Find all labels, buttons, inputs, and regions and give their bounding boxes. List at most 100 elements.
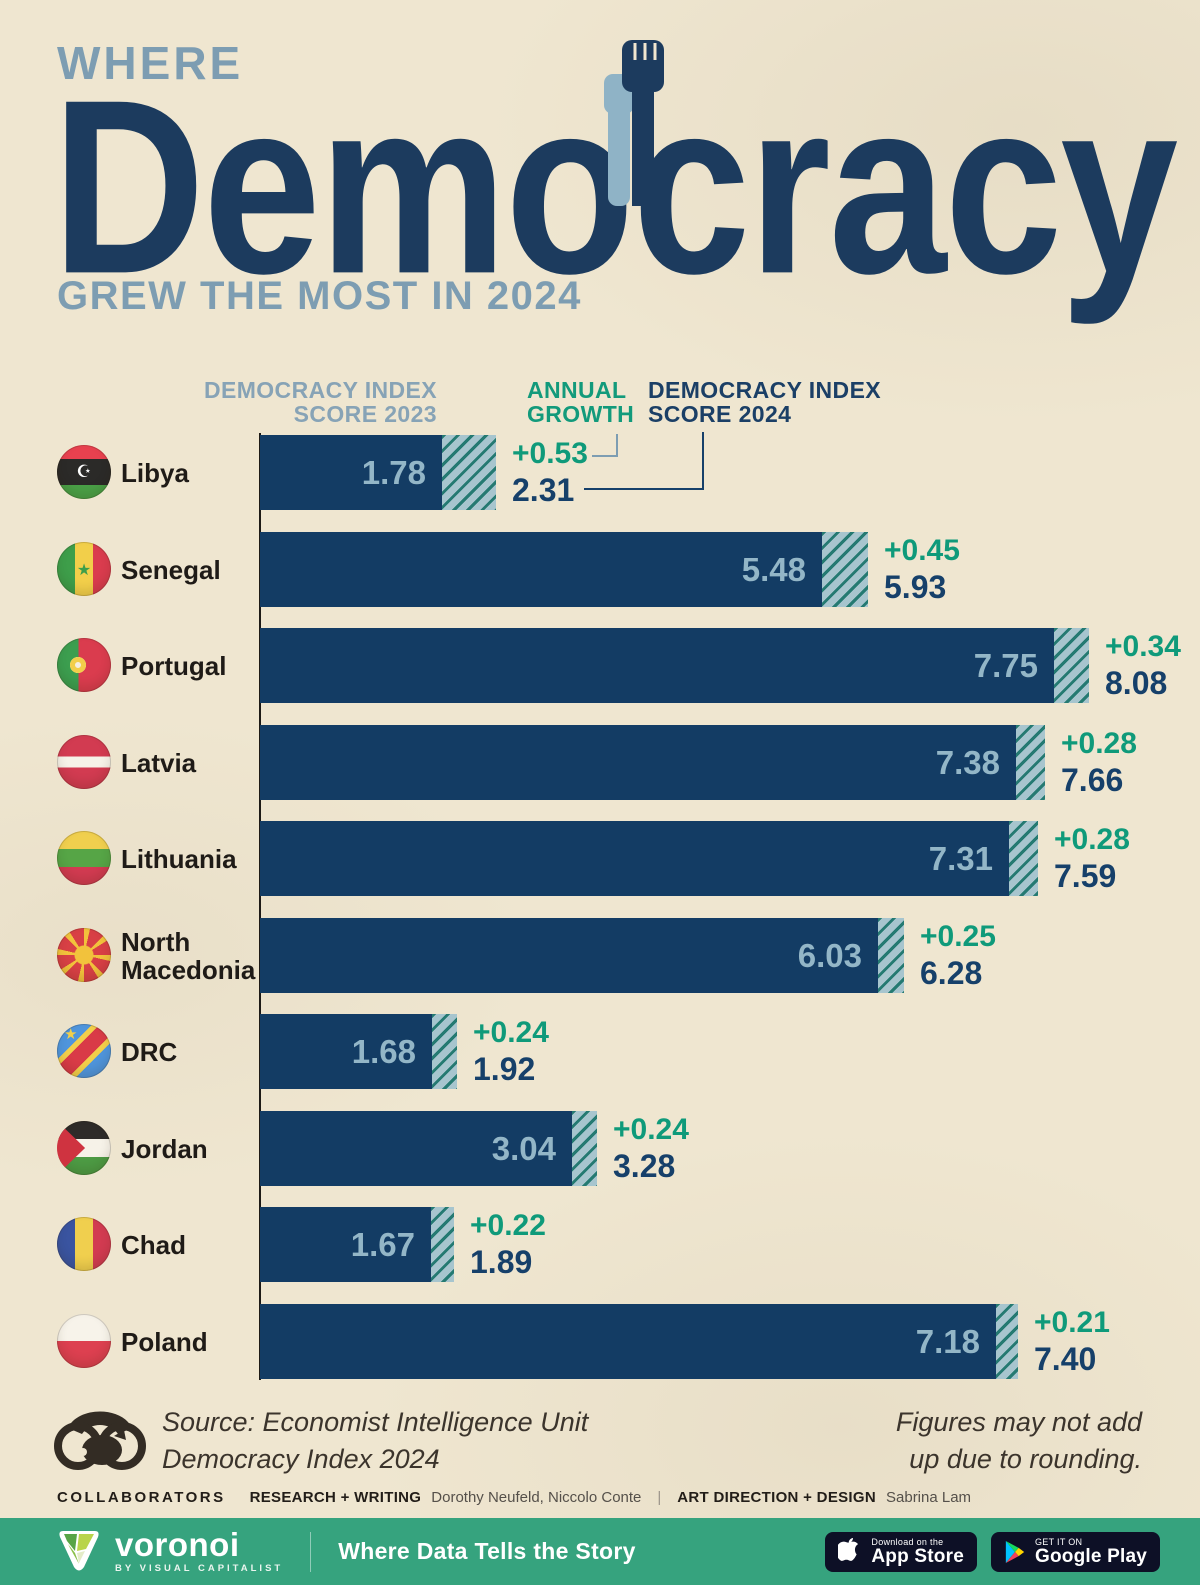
- row-value-labels: +0.24 1.92: [473, 1014, 549, 1089]
- chart-row: Lithuania 7.31 +0.28 7.59: [0, 821, 1200, 896]
- chart-row: Libya 1.78 +0.53 2.31: [0, 435, 1200, 510]
- country-label: Chad: [121, 1229, 186, 1260]
- growth-hatch-segment: [878, 918, 904, 993]
- apple-icon: [838, 1537, 859, 1561]
- country-label: Poland: [121, 1326, 208, 1357]
- growth-value: +0.28: [1061, 727, 1137, 760]
- chart-row: Poland 7.18 +0.21 7.40: [0, 1304, 1200, 1379]
- brand-bar: voronoi BY VISUAL CAPITALIST Where Data …: [0, 1518, 1200, 1585]
- research-writing-label: RESEARCH + WRITING: [249, 1489, 422, 1506]
- chad-flag-icon: [57, 1217, 111, 1271]
- collaborators-label: COLLABORATORS: [57, 1489, 226, 1506]
- score-2024-value: 1.89: [470, 1244, 533, 1280]
- score-2023-bar: 6.03: [260, 918, 878, 993]
- rounding-note: Figures may not add up due to rounding.: [895, 1407, 1142, 1474]
- score-2023-value: 7.38: [935, 743, 1000, 781]
- row-value-labels: +0.34 8.08: [1105, 628, 1181, 703]
- voronoi-logo[interactable]: voronoi BY VISUAL CAPITALIST: [55, 1525, 283, 1578]
- score-2023-value: 7.75: [973, 646, 1038, 684]
- binoculars-icon: [52, 1398, 148, 1483]
- google-play-icon: [1005, 1540, 1025, 1563]
- chart-row: Chad 1.67 +0.22 1.89: [0, 1207, 1200, 1282]
- country-label: DRC: [121, 1036, 178, 1067]
- score-2023-bar: 5.48: [260, 532, 822, 607]
- score-2023-bar: 7.18: [260, 1304, 996, 1379]
- libya-flag-icon: [57, 445, 111, 499]
- score-2024-value: 6.28: [920, 955, 983, 991]
- source-text: Source: Economist Intelligence Unit Demo…: [162, 1407, 589, 1474]
- score-2023-value: 5.48: [741, 550, 806, 588]
- column-header-annual-growth: ANNUAL GROWTH: [527, 377, 635, 427]
- voronoi-byline: BY VISUAL CAPITALIST: [115, 1562, 284, 1574]
- growth-value: +0.22: [470, 1209, 546, 1242]
- brand-tagline: Where Data Tells the Story: [338, 1538, 636, 1564]
- score-2024-value: 7.66: [1061, 762, 1124, 798]
- score-2023-value: 1.67: [350, 1225, 415, 1263]
- score-2024-connector-line: [584, 432, 704, 490]
- drc-flag-icon: [57, 1024, 111, 1078]
- chart-rows: Libya 1.78 +0.53 2.31 Senegal 5.48 +0.45…: [0, 435, 1200, 1465]
- growth-hatch-segment: [1054, 628, 1089, 703]
- growth-hatch-segment: [1009, 821, 1038, 896]
- score-2023-value: 1.78: [361, 453, 426, 491]
- latvia-flag-icon: [57, 735, 111, 789]
- row-value-labels: +0.45 5.93: [884, 532, 960, 607]
- score-2023-bar: 1.67: [260, 1207, 431, 1282]
- score-2023-value: 6.03: [797, 936, 862, 974]
- score-2024-value: 7.40: [1034, 1341, 1097, 1377]
- growth-value: +0.45: [884, 534, 960, 567]
- chart-row: Portugal 7.75 +0.34 8.08: [0, 628, 1200, 703]
- row-value-labels: +0.24 3.28: [613, 1111, 689, 1186]
- column-header-score-2024: DEMOCRACY INDEX SCORE 2024: [648, 377, 882, 427]
- google-play-badge[interactable]: GET IT ON Google Play: [990, 1531, 1160, 1572]
- growth-value: +0.25: [920, 920, 996, 953]
- column-header-score-2023: DEMOCRACY INDEX SCORE 2023: [203, 377, 437, 427]
- score-2024-value: 3.28: [613, 1148, 676, 1184]
- growth-value: +0.21: [1034, 1306, 1110, 1339]
- chart-row: DRC 1.68 +0.24 1.92: [0, 1014, 1200, 1089]
- growth-hatch-segment: [996, 1304, 1018, 1379]
- portugal-flag-icon: [57, 638, 111, 692]
- growth-hatch-segment: [432, 1014, 457, 1089]
- country-label: North Macedonia: [121, 926, 256, 985]
- growth-hatch-segment: [822, 532, 868, 607]
- score-2024-value: 7.59: [1054, 858, 1117, 894]
- score-2023-bar: 1.78: [260, 435, 442, 510]
- score-2023-bar: 1.68: [260, 1014, 432, 1089]
- voronoi-logo-icon: [55, 1525, 103, 1578]
- google-play-line1: GET IT ON: [1034, 1536, 1083, 1547]
- app-store-line1: Download on the: [871, 1536, 944, 1547]
- chart-row: Senegal 5.48 +0.45 5.93: [0, 532, 1200, 607]
- growth-value: +0.34: [1105, 630, 1181, 663]
- score-2023-value: 7.31: [928, 839, 993, 877]
- chart-row: Latvia 7.38 +0.28 7.66: [0, 725, 1200, 800]
- art-direction-label: ART DIRECTION + DESIGN: [677, 1489, 876, 1506]
- lithuania-flag-icon: [57, 831, 111, 885]
- score-2023-bar: 7.38: [260, 725, 1016, 800]
- score-2023-bar: 7.75: [260, 628, 1054, 703]
- chart-row: North Macedonia 6.03 +0.25 6.28: [0, 918, 1200, 993]
- growth-hatch-segment: [442, 435, 496, 510]
- chart-row: Jordan 3.04 +0.24 3.28: [0, 1111, 1200, 1186]
- google-play-line2: Google Play: [1034, 1545, 1147, 1567]
- art-direction-name: Sabrina Lam: [886, 1489, 972, 1506]
- brand-divider: [310, 1531, 312, 1572]
- score-2024-value: 1.92: [473, 1051, 536, 1087]
- score-2024-value: 2.31: [512, 472, 575, 508]
- score-2023-bar: 3.04: [260, 1111, 572, 1186]
- jordan-flag-icon: [57, 1121, 111, 1175]
- growth-hatch-segment: [431, 1207, 454, 1282]
- country-label: Senegal: [121, 554, 221, 585]
- app-store-badge[interactable]: Download on the App Store: [825, 1531, 977, 1572]
- senegal-flag-icon: [57, 542, 111, 596]
- row-value-labels: +0.21 7.40: [1034, 1304, 1110, 1379]
- growth-value: +0.28: [1054, 823, 1130, 856]
- country-label: Libya: [121, 457, 189, 488]
- score-2023-value: 3.04: [491, 1129, 556, 1167]
- poland-flag-icon: [57, 1314, 111, 1368]
- growth-connector-line: [592, 434, 618, 457]
- page-subtitle: GREW THE MOST IN 2024: [57, 274, 582, 318]
- collaborators-line: COLLABORATORS RESEARCH + WRITING Dorothy…: [57, 1489, 971, 1506]
- growth-value: +0.24: [613, 1113, 689, 1146]
